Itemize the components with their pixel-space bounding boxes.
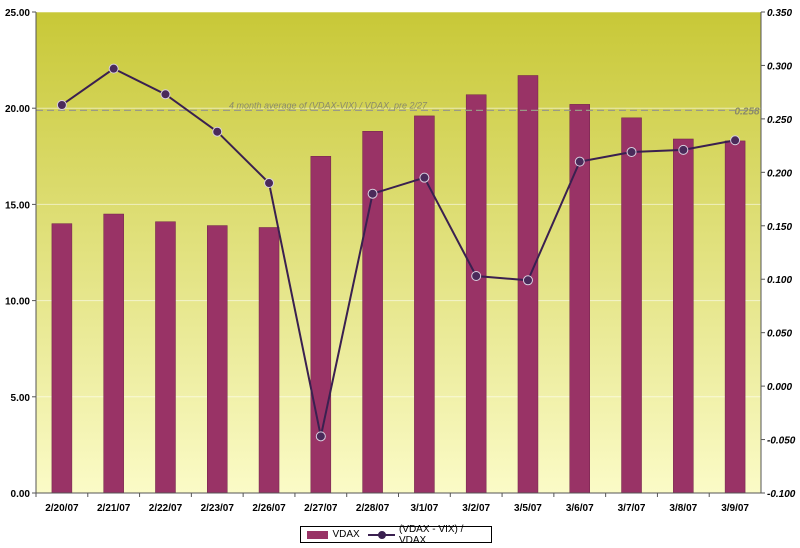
x-axis-ticks: 2/20/07 2/21/07 2/22/07 2/23/07 2/26/07 2/27/… — [35, 493, 749, 514]
left-tick-label: 15.00 — [5, 200, 30, 211]
reference-line-group: 4 month average of (VDAX-VIX) / VDAX, pr… — [36, 100, 761, 117]
right-tick-label: 0.150 — [767, 222, 792, 233]
right-tick-label: 0.200 — [767, 168, 792, 179]
x-tick-label: 3/2/07 — [462, 503, 490, 514]
left-tick-label: 0.00 — [11, 489, 31, 500]
right-tick-label: -0.050 — [767, 436, 796, 447]
ratio-point — [367, 188, 378, 199]
x-tick-label: 2/28/07 — [356, 503, 390, 514]
ratio-point — [574, 156, 585, 167]
legend: VDAX (VDAX - VIX) / VDAX — [300, 523, 492, 546]
legend-label-vdax: VDAX — [332, 529, 360, 540]
reference-line-label: 4 month average of (VDAX-VIX) / VDAX, pr… — [229, 100, 428, 110]
bar-vdax — [621, 117, 642, 494]
left-tick-label: 20.00 — [5, 104, 30, 115]
x-tick-label: 2/21/07 — [97, 503, 131, 514]
ratio-point — [626, 147, 637, 158]
x-tick-label: 2/20/07 — [45, 503, 79, 514]
bar-vdax — [414, 115, 435, 494]
right-tick-label: 0.100 — [767, 275, 792, 286]
vdax-bars — [51, 75, 746, 494]
x-tick-label: 2/27/07 — [304, 503, 338, 514]
right-tick-label: 0.050 — [767, 329, 792, 340]
ratio-point — [56, 99, 67, 110]
ratio-point — [522, 275, 533, 286]
bar-vdax — [155, 221, 176, 494]
legend-label-ratio: (VDAX - VIX) / VDAX — [398, 523, 464, 546]
ratio-point — [160, 89, 171, 100]
bar-vdax — [103, 213, 124, 494]
bar-vdax — [724, 140, 746, 494]
right-tick-label: 0.000 — [767, 382, 792, 393]
bar-vdax — [258, 227, 280, 494]
bar-vdax — [465, 94, 487, 494]
right-tick-label: -0.100 — [767, 489, 796, 500]
ratio-point — [678, 144, 689, 155]
left-axis-ticks: 0.00 5.00 10.00 15.00 20.00 25.00 — [5, 8, 36, 500]
ratio-point — [730, 135, 741, 146]
x-tick-label: 2/22/07 — [149, 503, 183, 514]
bar-vdax — [362, 131, 383, 494]
legend-swatch-ratio — [367, 530, 396, 539]
x-tick-label: 3/9/07 — [721, 503, 749, 514]
ratio-line-series — [56, 63, 741, 442]
x-tick-label: 3/7/07 — [618, 503, 646, 514]
bar-vdax — [673, 138, 694, 494]
ratio-point — [264, 178, 275, 189]
ratio-point — [108, 63, 119, 74]
x-tick-label: 2/23/07 — [201, 503, 235, 514]
bar-vdax — [310, 156, 332, 494]
ratio-point — [315, 431, 326, 442]
right-tick-label: 0.250 — [767, 115, 792, 126]
x-tick-label: 2/26/07 — [252, 503, 286, 514]
bar-vdax — [51, 223, 73, 494]
ratio-line — [61, 67, 736, 437]
right-tick-label: 0.300 — [767, 61, 792, 72]
ratio-point — [419, 172, 430, 183]
ratio-point — [471, 271, 482, 282]
x-tick-label: 3/1/07 — [410, 503, 438, 514]
left-tick-label: 5.00 — [11, 393, 31, 404]
bar-vdax — [207, 225, 228, 494]
x-tick-label: 3/8/07 — [669, 503, 697, 514]
ratio-point — [212, 126, 223, 137]
x-tick-label: 3/6/07 — [566, 503, 594, 514]
x-tick-label: 3/5/07 — [514, 503, 542, 514]
reference-line-value: 0.258 — [734, 106, 759, 117]
left-tick-label: 10.00 — [5, 297, 30, 308]
legend-swatch-vdax — [307, 530, 329, 539]
combo-chart: 4 month average of (VDAX-VIX) / VDAX, pr… — [5, 8, 796, 514]
left-tick-label: 25.00 — [5, 8, 30, 19]
right-axis-ticks: -0.100 -0.050 0.000 0.050 0.100 0.150 0.200 0.2… — [761, 8, 796, 500]
right-tick-label: 0.350 — [767, 8, 792, 19]
